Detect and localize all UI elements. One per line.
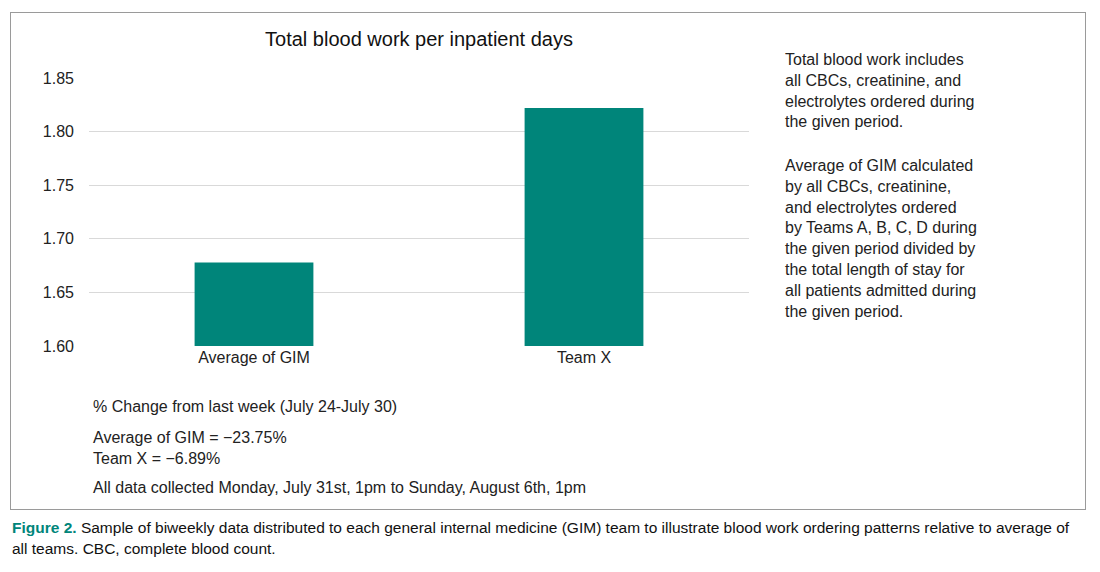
svg-text:1.65: 1.65 <box>43 284 74 301</box>
svg-text:Team X: Team X <box>557 349 612 366</box>
svg-text:Average of GIM: Average of GIM <box>198 349 310 366</box>
svg-text:1.70: 1.70 <box>43 230 74 247</box>
svg-text:Total blood work includesall C: Total blood work includesall CBCs, creat… <box>785 51 974 130</box>
html-text:Figure 2. Sample of biweekly d: Figure 2. Sample of biweekly data distri… <box>12 519 1070 557</box>
svg-text:1.85: 1.85 <box>43 70 74 87</box>
svg-text:1.80: 1.80 <box>43 123 74 140</box>
svg-text:Total blood work per inpatient: Total blood work per inpatient days <box>265 28 573 50</box>
svg-text:All data collected Monday, Jul: All data collected Monday, July 31st, 1p… <box>93 479 586 496</box>
svg-text:1.75: 1.75 <box>43 177 74 194</box>
svg-text:Average of GIM calculatedby al: Average of GIM calculatedby all CBCs, cr… <box>785 157 977 320</box>
svg-text:% Change from last week (July: % Change from last week (July 24-July 30… <box>93 398 397 415</box>
svg-text:1.60: 1.60 <box>43 338 74 355</box>
svg-text:Average of GIM = −23.75%Team X: Average of GIM = −23.75%Team X = −6.89% <box>93 429 287 467</box>
